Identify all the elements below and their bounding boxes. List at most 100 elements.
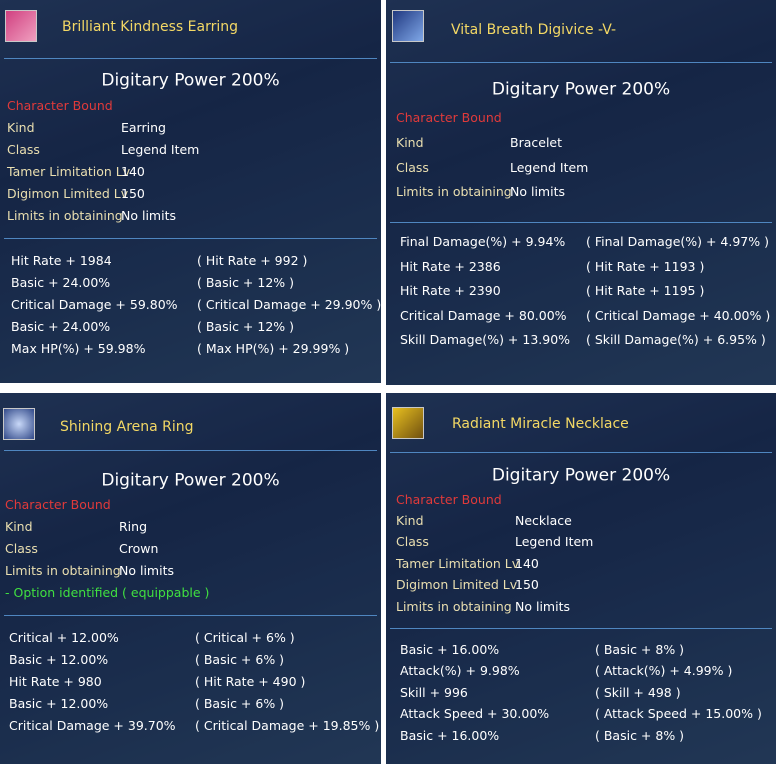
property-label: Kind <box>7 119 35 135</box>
stat-half-value: ( Basic + 6% ) <box>195 651 285 667</box>
stat-value: Final Damage(%) + 9.94% <box>400 233 566 249</box>
separator <box>390 628 772 629</box>
stat-value: Basic + 24.00% <box>11 318 111 334</box>
item-icon <box>392 10 424 42</box>
stat-value: Critical Damage + 59.80% <box>11 296 178 312</box>
stat-half-value: ( Hit Rate + 992 ) <box>197 252 308 268</box>
property-value: 150 <box>515 576 539 592</box>
separator <box>4 58 377 59</box>
property-value: No limits <box>515 598 570 614</box>
separator <box>390 62 772 63</box>
stat-half-value: ( Skill + 498 ) <box>595 684 681 700</box>
stat-half-value: ( Attack(%) + 4.99% ) <box>595 663 733 679</box>
stat-value: Skill Damage(%) + 13.90% <box>400 331 571 347</box>
property-label: Digimon Limited Lv <box>7 185 129 201</box>
item-icon <box>3 408 35 440</box>
option-note: - Option identified ( equippable ) <box>5 584 210 600</box>
digitary-power: Digitary Power 200% <box>101 470 280 491</box>
item-title: Brilliant Kindness Earring <box>62 19 239 35</box>
property-label: Class <box>396 159 429 175</box>
stat-half-value: ( Hit Rate + 1193 ) <box>586 258 705 274</box>
stat-value: Critical Damage + 39.70% <box>9 717 176 733</box>
stat-half-value: ( Hit Rate + 1195 ) <box>586 282 705 298</box>
property-value: Legend Item <box>121 141 200 157</box>
separator <box>390 222 772 223</box>
stat-value: Hit Rate + 1984 <box>11 252 112 268</box>
separator <box>4 615 377 616</box>
stat-value: Basic + 16.00% <box>400 727 500 743</box>
stat-value: Hit Rate + 980 <box>9 673 102 689</box>
property-label: Digimon Limited Lv <box>396 576 518 592</box>
stat-half-value: ( Critical Damage + 29.90% ) <box>197 296 381 312</box>
property-label: Class <box>396 534 429 550</box>
property-label: Limits in obtaining <box>7 207 123 223</box>
stat-value: Attack Speed + 30.00% <box>400 705 550 721</box>
tooltip-panel: Brilliant Kindness Earring Digitary Power… <box>0 0 381 383</box>
separator <box>390 452 772 453</box>
property-label: Tamer Limitation Lv <box>7 163 131 179</box>
stat-half-value: ( Basic + 12% ) <box>197 274 294 290</box>
item-title: Radiant Miracle Necklace <box>452 416 629 432</box>
property-label: Kind <box>396 512 424 528</box>
property-value: 150 <box>121 185 145 201</box>
stat-half-value: ( Critical Damage + 40.00% ) <box>586 307 771 323</box>
property-label: Kind <box>5 518 33 534</box>
stat-half-value: ( Max HP(%) + 29.99% ) <box>197 340 350 356</box>
stat-value: Critical + 12.00% <box>9 629 119 645</box>
property-value: 140 <box>515 555 539 571</box>
property-value: No limits <box>121 207 176 223</box>
property-value: Bracelet <box>510 134 563 150</box>
stat-half-value: ( Basic + 8% ) <box>595 727 685 743</box>
property-value: No limits <box>510 183 565 199</box>
stat-value: Basic + 12.00% <box>9 651 109 667</box>
property-label: Limits in obtaining <box>396 598 512 614</box>
property-label: Tamer Limitation Lv <box>396 555 520 571</box>
stat-value: Max HP(%) + 59.98% <box>11 340 146 356</box>
digitary-power: Digitary Power 200% <box>491 465 671 486</box>
stat-half-value: ( Critical + 6% ) <box>195 629 295 645</box>
item-icon <box>5 10 37 42</box>
item-title: Shining Arena Ring <box>60 419 194 435</box>
property-value: Earring <box>121 119 166 135</box>
property-value: Ring <box>119 518 148 534</box>
property-label: Class <box>7 141 40 157</box>
property-label: Kind <box>396 134 424 150</box>
stat-value: Hit Rate + 2386 <box>400 258 501 274</box>
stat-value: Basic + 16.00% <box>400 641 500 657</box>
separator <box>4 450 377 451</box>
property-value: Legend Item <box>510 159 589 175</box>
stat-half-value: ( Hit Rate + 490 ) <box>195 673 306 689</box>
property-label: Limits in obtaining <box>5 562 121 578</box>
property-value: 140 <box>121 163 145 179</box>
item-icon <box>392 407 424 439</box>
stat-half-value: ( Critical Damage + 19.85% ) <box>195 717 380 733</box>
property-value: No limits <box>119 562 174 578</box>
bound-text: Character Bound <box>396 109 502 125</box>
property-label: Class <box>5 540 38 556</box>
stat-value: Basic + 24.00% <box>11 274 111 290</box>
tooltip-panel: Vital Breath Digivice -V- Digitary Power … <box>386 0 776 385</box>
bound-text: Character Bound <box>5 496 111 512</box>
digitary-power: Digitary Power 200% <box>491 79 671 100</box>
stat-value: Critical Damage + 80.00% <box>400 307 567 323</box>
stat-half-value: ( Basic + 8% ) <box>595 641 685 657</box>
stat-half-value: ( Attack Speed + 15.00% ) <box>595 705 762 721</box>
property-value: Crown <box>119 540 159 556</box>
tooltip-panel: Shining Arena Ring Digitary Power 200% Cha… <box>0 393 381 764</box>
stat-half-value: ( Basic + 6% ) <box>195 695 285 711</box>
stat-half-value: ( Basic + 12% ) <box>197 318 294 334</box>
stat-half-value: ( Final Damage(%) + 4.97% ) <box>586 233 769 249</box>
stat-half-value: ( Skill Damage(%) + 6.95% ) <box>586 331 766 347</box>
digitary-power: Digitary Power 200% <box>101 70 280 91</box>
stat-value: Basic + 12.00% <box>9 695 109 711</box>
stat-value: Skill + 996 <box>400 684 468 700</box>
stat-value: Hit Rate + 2390 <box>400 282 501 298</box>
item-title: Vital Breath Digivice -V- <box>451 22 617 38</box>
tooltip-panel: Radiant Miracle Necklace Digitary Power 2… <box>386 393 776 764</box>
separator <box>4 238 377 239</box>
bound-text: Character Bound <box>7 97 113 113</box>
stat-value: Attack(%) + 9.98% <box>400 663 520 679</box>
property-label: Limits in obtaining <box>396 183 512 199</box>
property-value: Necklace <box>515 512 572 528</box>
